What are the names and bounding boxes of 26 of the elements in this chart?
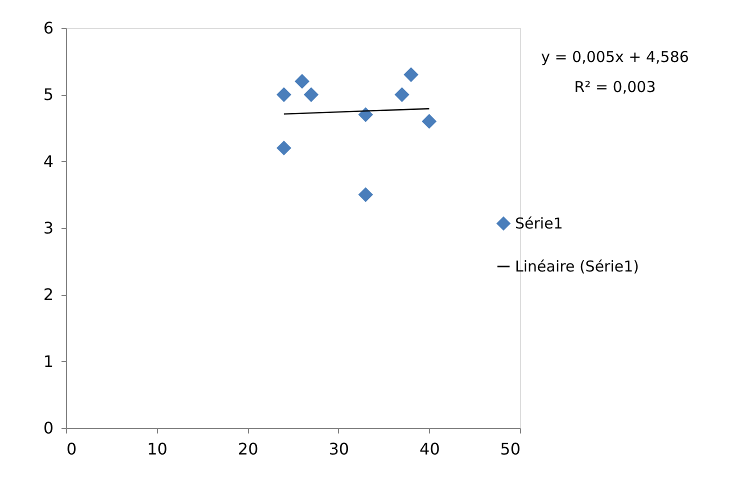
x-tick-label: 40: [420, 440, 440, 458]
y-tick-label: 5: [43, 85, 54, 104]
text: R² = 0,003: [574, 78, 656, 96]
x-tick-label: 30: [328, 440, 350, 458]
x-tick-label: 20: [238, 440, 258, 458]
point: [358, 107, 374, 122]
point: [358, 187, 374, 202]
y-tick-label: 4: [43, 152, 54, 171]
legend-label: Linéaire (Série1): [515, 258, 640, 276]
y-tick-label: 1: [43, 352, 54, 371]
point: [304, 87, 319, 102]
x-tick-label: 10: [147, 440, 168, 458]
x-tick-label: 50: [500, 440, 520, 458]
point: [404, 67, 418, 82]
y-tick-label: 2: [43, 285, 54, 304]
text: y = 0,005x + 4,586: [541, 48, 689, 66]
point: [422, 114, 437, 129]
point: [394, 87, 410, 102]
point: [294, 74, 310, 89]
legend-label: Série1: [515, 214, 563, 232]
point: [276, 140, 292, 156]
y-tick-label: 6: [43, 18, 54, 38]
y-tick-label: 3: [43, 218, 54, 238]
x-tick-label: 0: [66, 440, 77, 458]
y-tick-label: 0: [43, 418, 54, 438]
point: [276, 87, 292, 102]
